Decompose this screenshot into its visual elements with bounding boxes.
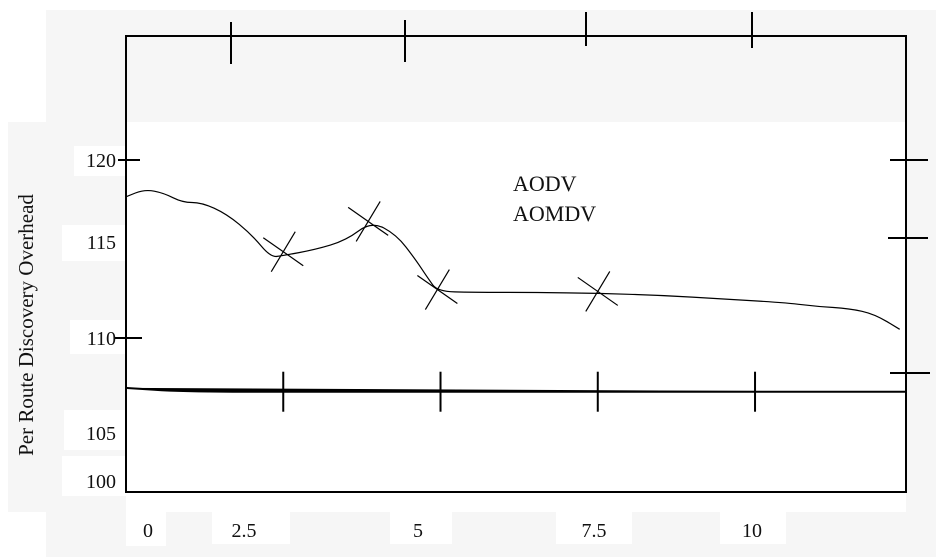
- y-tick-label: 110: [87, 328, 116, 350]
- series-line-aomdv: [125, 386, 906, 393]
- y-tick-label-box: [62, 456, 134, 496]
- data-point-aodv: [577, 271, 619, 312]
- background-block-bottom: [46, 512, 936, 557]
- x-tick-label: 2.5: [232, 520, 257, 542]
- legend-entry-aomdv: AOMDV: [513, 201, 596, 226]
- y-tick-label: 105: [86, 423, 116, 445]
- background-block-top: [46, 10, 936, 122]
- x-tick-label: 5: [413, 520, 423, 542]
- y-tick-label-box: [62, 225, 134, 261]
- y-tick-label: 100: [86, 471, 116, 493]
- x-tick-label-box: [556, 504, 632, 544]
- x-tick-label: 0: [143, 520, 153, 542]
- x-tick-label-box: [126, 504, 166, 546]
- x-tick-label: 10: [742, 520, 762, 542]
- series-line-aodv: [125, 189, 901, 330]
- legend-entry-aodv: AODV: [513, 171, 577, 196]
- y-tick-label-box: [64, 410, 134, 450]
- y-tick-label: 120: [86, 150, 116, 172]
- plot-frame: [125, 35, 907, 493]
- series-layer: [125, 189, 906, 412]
- y-tick-label: 115: [87, 232, 116, 254]
- x-tick-label-box: [212, 504, 290, 544]
- x-tick-labels: 0 2.5 5 7.5 10: [143, 520, 762, 542]
- y-tick-labels: 100 105 110 115 120: [86, 150, 116, 493]
- x-tick-label-box: [720, 504, 786, 544]
- background-block-right: [906, 122, 936, 512]
- data-point-aodv: [347, 201, 389, 242]
- data-point-aodv: [262, 231, 304, 273]
- x-tick-label-box: [390, 504, 452, 544]
- y-axis-label: Per Route Discovery Overhead: [14, 194, 38, 456]
- x-tick-label: 7.5: [582, 520, 607, 542]
- data-point-aodv: [417, 269, 458, 310]
